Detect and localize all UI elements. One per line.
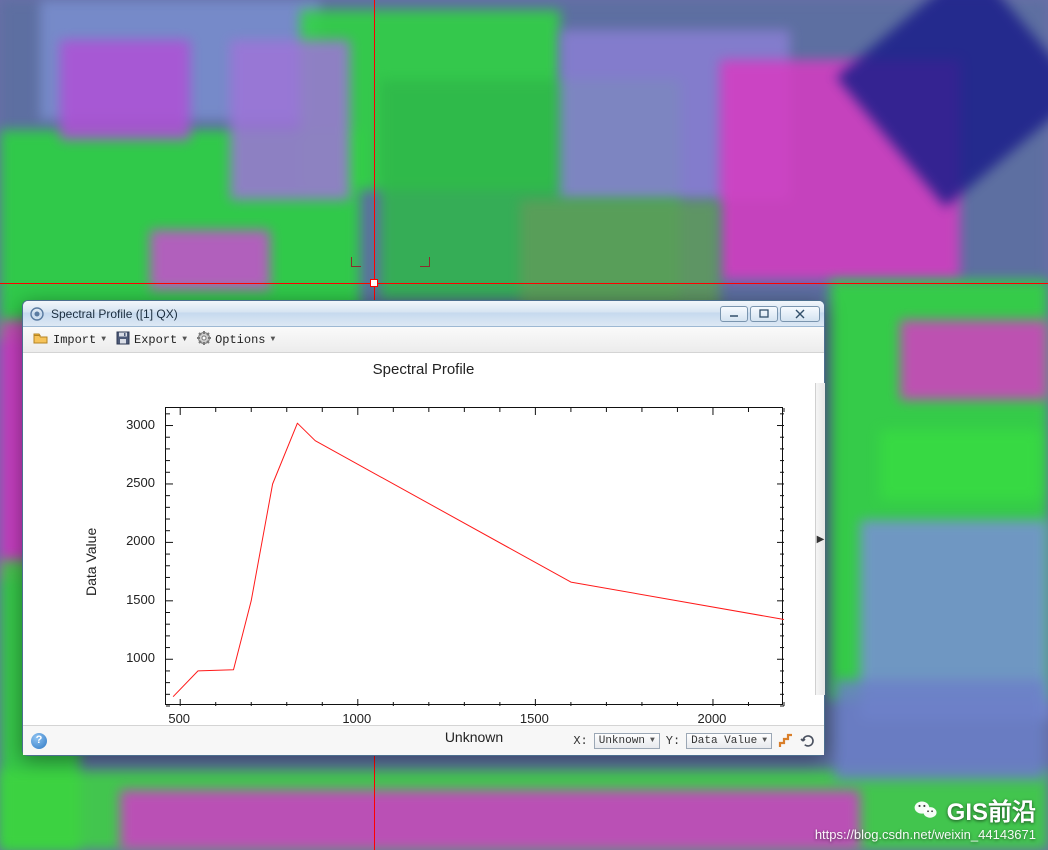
watermark-title: GIS前沿	[947, 792, 1036, 827]
chart-xlabel: Unknown	[165, 729, 783, 745]
refresh-button[interactable]	[800, 733, 816, 749]
side-panel-handle[interactable]: ▶	[815, 383, 825, 695]
chevron-right-icon: ▶	[817, 534, 825, 545]
watermark-url: https://blog.csdn.net/weixin_44143671	[815, 827, 1036, 842]
window-title: Spectral Profile ([1] QX)	[51, 307, 720, 321]
roi-corner-mark	[420, 257, 430, 267]
import-label: Import	[53, 333, 96, 347]
floppy-disk-icon	[116, 331, 130, 349]
chart-plot-area[interactable]	[165, 407, 783, 705]
ytick-label: 1500	[23, 592, 155, 607]
xtick-label: 500	[154, 711, 204, 726]
minimize-button[interactable]	[720, 306, 748, 322]
app-icon	[29, 306, 45, 322]
xtick-label: 1500	[509, 711, 559, 726]
watermark: GIS前沿 https://blog.csdn.net/weixin_44143…	[815, 792, 1036, 842]
gear-icon	[197, 331, 211, 349]
xtick-label: 2000	[687, 711, 737, 726]
chart-title: Spectral Profile	[23, 361, 824, 378]
spectral-profile-window: Spectral Profile ([1] QX) Import ▼ Expor…	[22, 300, 825, 756]
spectral-line	[173, 423, 784, 697]
window-titlebar[interactable]: Spectral Profile ([1] QX)	[23, 301, 824, 327]
ytick-label: 3000	[23, 417, 155, 432]
crosshair-horizontal	[0, 283, 1048, 284]
maximize-button[interactable]	[750, 306, 778, 322]
help-icon[interactable]: ?	[31, 733, 47, 749]
dropdown-caret-icon: ▼	[270, 335, 275, 344]
toolbar: Import ▼ Export ▼ Options ▼	[23, 327, 824, 353]
window-buttons	[720, 306, 820, 322]
export-label: Export	[134, 333, 177, 347]
chart-body: Spectral Profile Data Value Unknown ▶ 10…	[23, 353, 824, 725]
ytick-label: 1000	[23, 650, 155, 665]
ytick-label: 2500	[23, 475, 155, 490]
options-label: Options	[215, 333, 265, 347]
ytick-label: 2000	[23, 533, 155, 548]
chart-svg	[166, 408, 784, 706]
options-button[interactable]: Options ▼	[193, 329, 279, 351]
dropdown-caret-icon: ▼	[182, 335, 187, 344]
export-button[interactable]: Export ▼	[112, 329, 191, 351]
import-button[interactable]: Import ▼	[29, 329, 110, 351]
close-button[interactable]	[780, 306, 820, 322]
crosshair-center-box[interactable]	[370, 279, 378, 287]
folder-open-icon	[33, 331, 49, 349]
dropdown-caret-icon: ▼	[101, 335, 106, 344]
refresh-icon	[800, 733, 816, 749]
roi-corner-mark	[351, 257, 361, 267]
xtick-label: 1000	[332, 711, 382, 726]
wechat-icon	[913, 797, 939, 823]
